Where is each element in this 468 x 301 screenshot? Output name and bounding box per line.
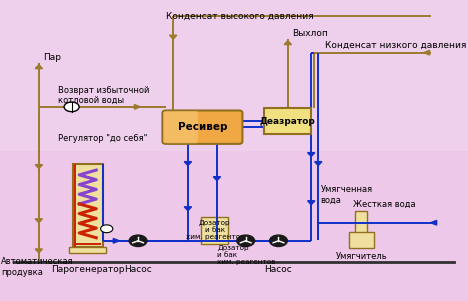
Polygon shape [35,249,43,253]
FancyBboxPatch shape [163,111,198,143]
FancyBboxPatch shape [73,164,103,247]
Polygon shape [35,219,43,223]
Text: Дозатор
и бак
хим. реагентов: Дозатор и бак хим. реагентов [217,245,276,265]
Polygon shape [169,35,177,39]
FancyBboxPatch shape [349,232,374,248]
Polygon shape [184,207,191,211]
Text: Пар: Пар [44,53,61,62]
Text: Дозатор
и бак
хим. реагентов: Дозатор и бак хим. реагентов [186,220,244,240]
Polygon shape [113,238,119,243]
Text: Возврат избыточной
котловой воды: Возврат избыточной котловой воды [58,86,149,105]
Text: Автоматическая
продувка: Автоматическая продувка [1,257,74,277]
Polygon shape [213,177,220,181]
Bar [0,0,468,150]
FancyBboxPatch shape [264,108,311,134]
Polygon shape [307,201,315,205]
Text: Насос: Насос [264,265,292,275]
Text: Парогенератор: Парогенератор [51,265,124,275]
Polygon shape [431,220,437,225]
Polygon shape [35,165,43,169]
FancyBboxPatch shape [355,211,367,241]
Circle shape [237,235,255,247]
Circle shape [270,235,287,247]
Text: Выхлоп: Выхлоп [292,29,329,38]
FancyBboxPatch shape [69,247,106,253]
Circle shape [129,235,147,247]
Polygon shape [184,162,191,166]
Polygon shape [284,41,292,45]
FancyBboxPatch shape [162,110,242,144]
Text: Умягчитель: Умягчитель [336,252,388,261]
Polygon shape [134,104,140,109]
Text: Насос: Насос [124,265,152,275]
Text: Конденсат высокого давления: Конденсат высокого давления [166,11,314,20]
Text: Жесткая вода: Жесткая вода [353,200,416,209]
Polygon shape [35,65,43,69]
FancyBboxPatch shape [201,217,228,244]
Polygon shape [314,162,322,166]
Text: Деазратор: Деазратор [260,117,316,126]
Text: Умягченная
вода: Умягченная вода [321,185,373,204]
Text: Конденсат низкого давления: Конденсат низкого давления [325,41,467,50]
Polygon shape [307,153,315,157]
Circle shape [101,225,113,233]
Polygon shape [424,50,430,55]
Text: Ресивер: Ресивер [178,122,227,132]
Text: Регулятор "до себя": Регулятор "до себя" [58,134,147,143]
Circle shape [64,102,79,112]
